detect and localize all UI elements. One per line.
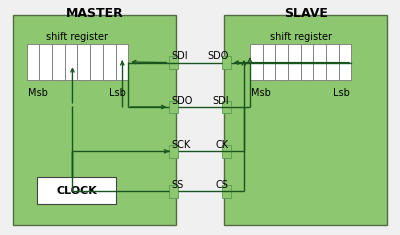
Text: SDI: SDI — [171, 51, 188, 61]
Bar — [103, 44, 116, 80]
Text: MASTER: MASTER — [66, 7, 123, 20]
Bar — [339, 44, 352, 80]
Bar — [326, 44, 339, 80]
Bar — [78, 44, 90, 80]
Text: shift register: shift register — [46, 31, 108, 42]
Text: Lsb: Lsb — [109, 88, 126, 98]
Bar — [222, 185, 231, 197]
Bar — [301, 44, 313, 80]
Bar — [169, 56, 178, 69]
Bar — [13, 15, 176, 225]
Text: CK: CK — [216, 140, 229, 150]
Bar — [65, 44, 78, 80]
Bar — [36, 177, 116, 204]
Text: shift register: shift register — [270, 31, 332, 42]
Bar — [313, 44, 326, 80]
Bar — [169, 101, 178, 114]
Bar — [39, 44, 52, 80]
Bar — [224, 15, 387, 225]
Text: SS: SS — [171, 180, 184, 190]
Bar — [169, 185, 178, 197]
Text: CS: CS — [216, 180, 229, 190]
Text: CLOCK: CLOCK — [56, 185, 97, 196]
Bar — [52, 44, 65, 80]
Text: SLAVE: SLAVE — [284, 7, 328, 20]
Bar — [27, 44, 39, 80]
Text: Lsb: Lsb — [333, 88, 350, 98]
Text: Msb: Msb — [251, 88, 271, 98]
Bar — [222, 56, 231, 69]
Bar — [250, 44, 262, 80]
Text: Msb: Msb — [28, 88, 48, 98]
Text: SDO: SDO — [171, 96, 193, 106]
Bar — [116, 44, 128, 80]
Bar — [262, 44, 275, 80]
Bar — [222, 101, 231, 114]
Text: SDO: SDO — [207, 51, 229, 61]
Text: SDI: SDI — [212, 96, 229, 106]
Bar — [222, 145, 231, 158]
Text: SCK: SCK — [171, 140, 190, 150]
Bar — [288, 44, 301, 80]
Bar — [90, 44, 103, 80]
Bar — [169, 145, 178, 158]
Bar — [275, 44, 288, 80]
